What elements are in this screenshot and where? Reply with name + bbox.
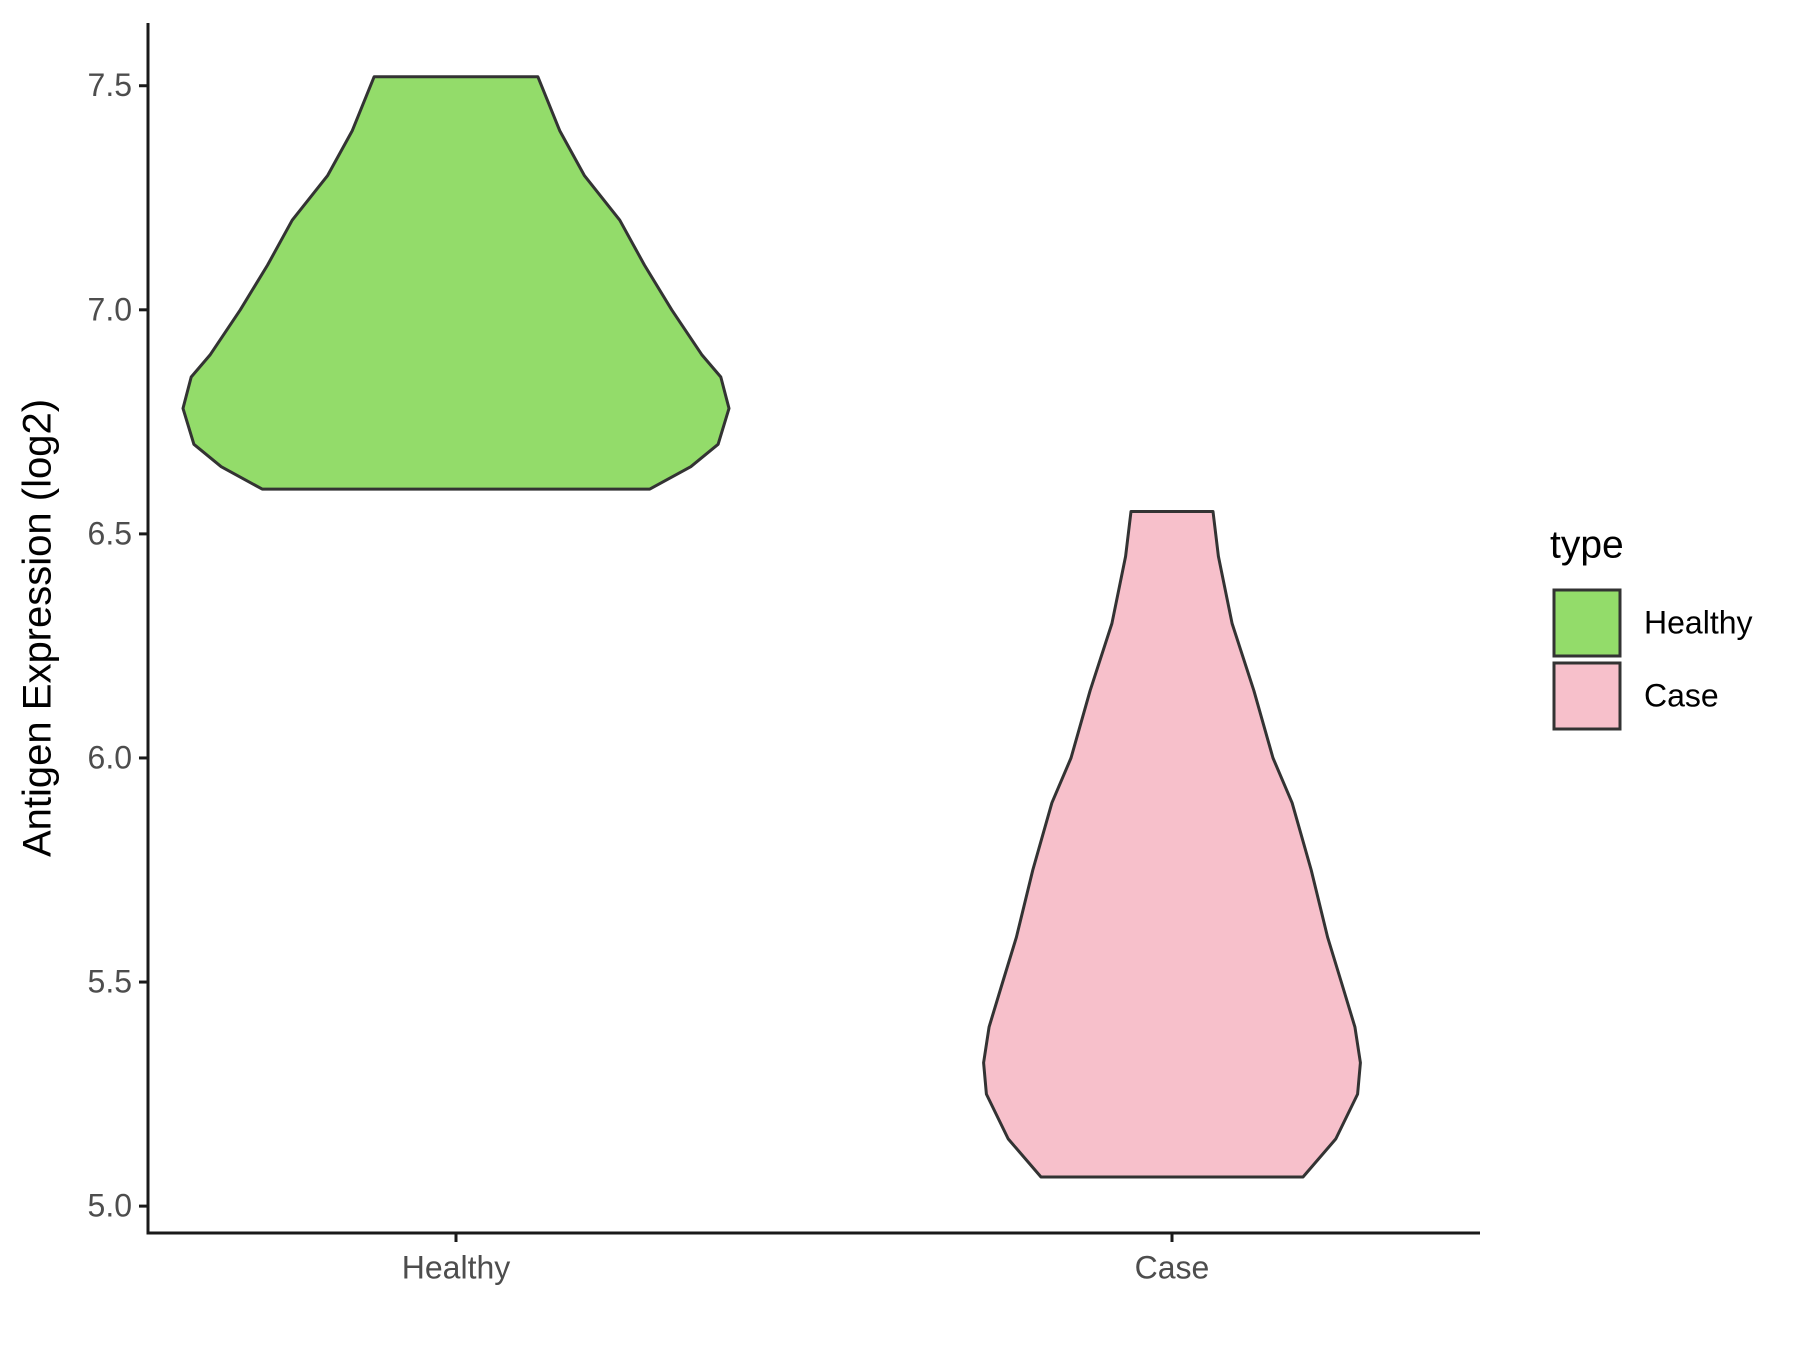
y-tick-label: 6.0 xyxy=(88,739,132,775)
legend-title: type xyxy=(1550,523,1624,566)
violin xyxy=(181,75,731,491)
y-tick-label: 5.0 xyxy=(88,1188,132,1224)
legend-label: Healthy xyxy=(1644,604,1753,640)
legend-label: Case xyxy=(1644,677,1719,713)
y-axis-title: Antigen Expression (log2) xyxy=(16,399,60,857)
y-tick-label: 6.5 xyxy=(88,515,132,551)
y-tick-label: 7.5 xyxy=(88,67,132,103)
x-tick-label: Healthy xyxy=(402,1249,511,1285)
violin xyxy=(982,510,1362,1179)
legend-swatch xyxy=(1552,661,1622,731)
y-tick-label: 5.5 xyxy=(88,963,132,999)
legend-swatch xyxy=(1552,588,1622,658)
y-tick-label: 7.0 xyxy=(88,291,132,327)
x-tick-label: Case xyxy=(1135,1249,1210,1285)
